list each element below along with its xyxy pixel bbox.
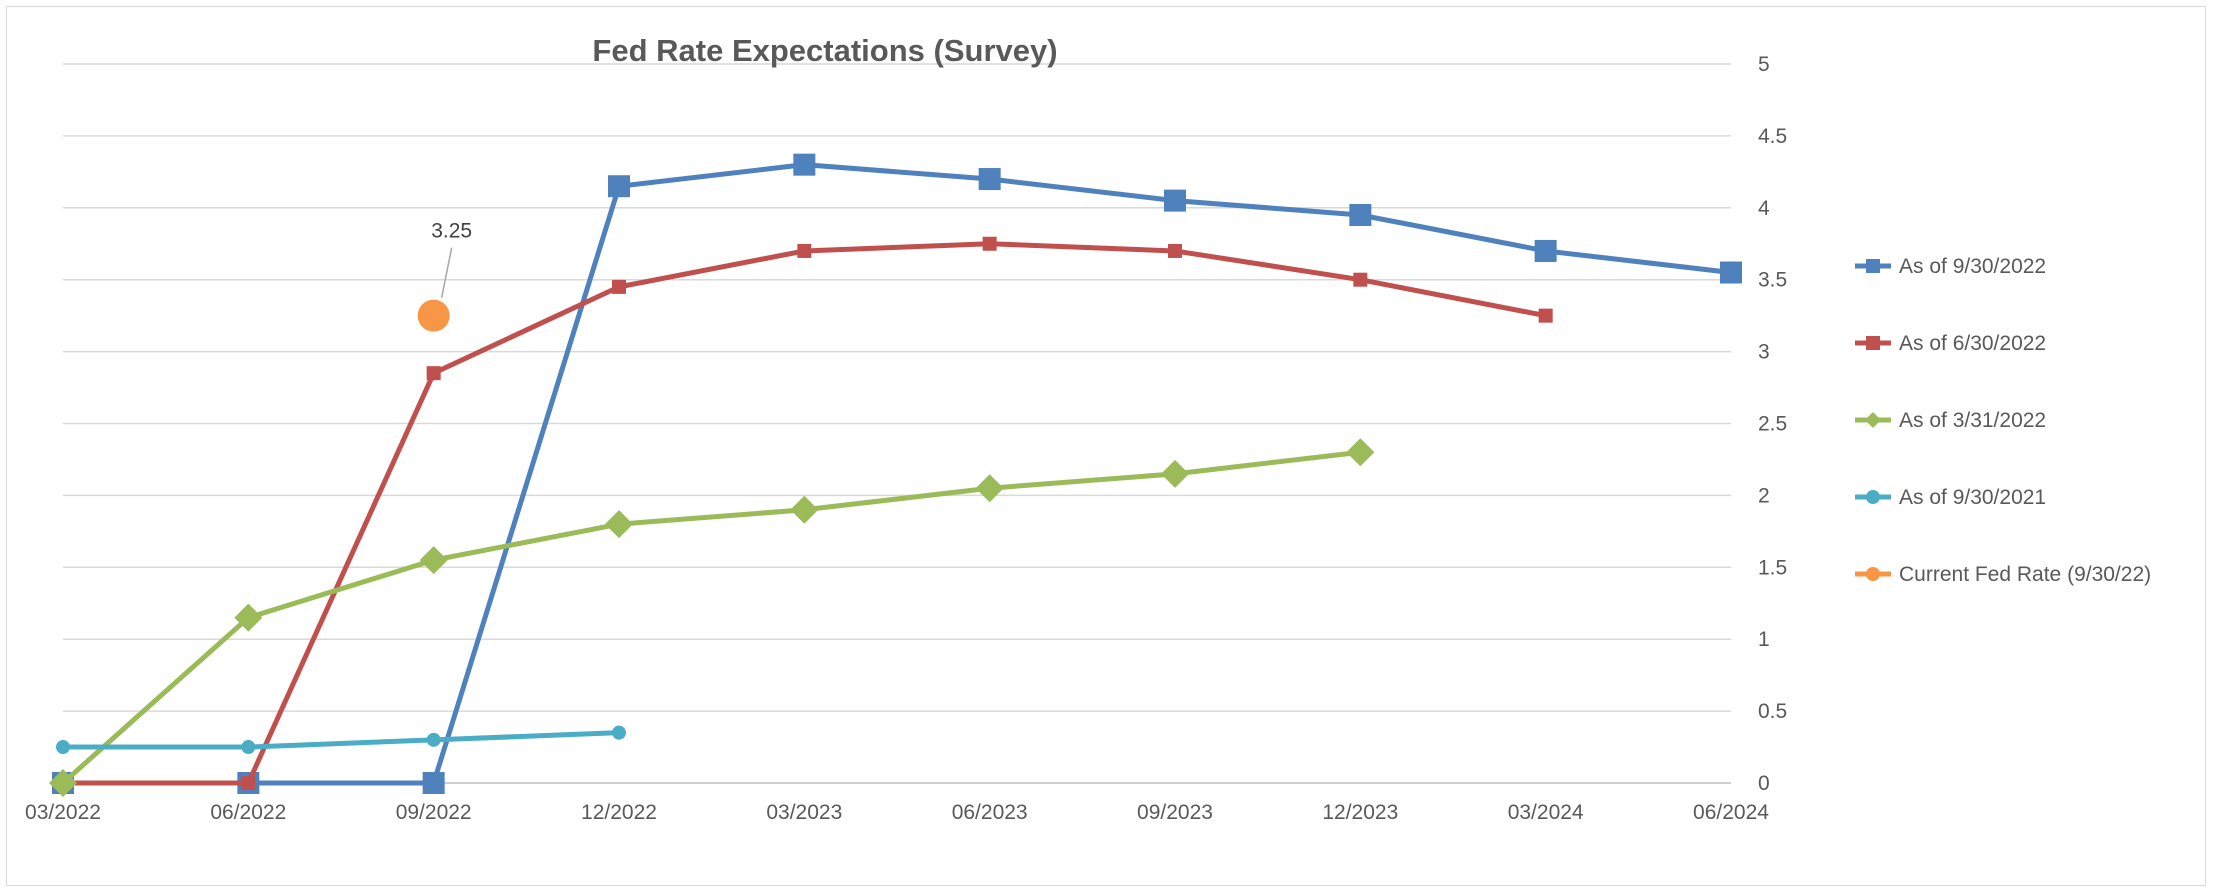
x-tick-label: 09/2022 — [396, 801, 472, 824]
series — [49, 153, 1742, 797]
x-tick-label: 09/2023 — [1137, 801, 1213, 824]
annotations: 3.25 — [431, 220, 472, 298]
y-tick-label: 2.5 — [1758, 413, 1787, 436]
leader-line — [440, 247, 453, 298]
data-point — [1168, 243, 1182, 258]
y-tick-label: 5 — [1758, 53, 1770, 76]
legend-swatch-marker — [1866, 490, 1880, 504]
data-point — [241, 776, 256, 790]
data-point — [978, 168, 1001, 191]
axes: 0 0.5 1 1.5 2 2.5 3 3.5 4 4.5 5 03/2022 06/2022 09/20… — [25, 53, 1787, 824]
series-4 — [417, 299, 450, 332]
data-point — [56, 740, 70, 755]
chart-title: Fed Rate Expectations (Survey) — [592, 33, 1057, 68]
data-point — [241, 740, 256, 755]
legend: As of 9/30/2022 As of 6/30/2022 As of 3/31… — [1855, 255, 2151, 586]
x-tick-label: 06/2022 — [210, 801, 286, 824]
y-tick-label: 4.5 — [1758, 125, 1787, 148]
legend-item: Current Fed Rate (9/30/22) — [1855, 563, 2151, 586]
legend-label: As of 3/31/2022 — [1899, 409, 2046, 432]
x-tick-label: 06/2024 — [1693, 801, 1769, 824]
data-point — [790, 495, 819, 524]
x-tick-label: 06/2023 — [952, 801, 1028, 824]
y-tick-label: 0 — [1758, 772, 1770, 795]
data-point — [419, 546, 448, 575]
legend-item: As of 6/30/2022 — [1855, 332, 2046, 355]
series-line — [60, 730, 622, 750]
data-point — [1538, 308, 1553, 323]
data-point — [605, 510, 633, 539]
data-point — [797, 243, 812, 258]
data-point — [1534, 239, 1557, 262]
legend-label: As of 9/30/2022 — [1899, 255, 2046, 278]
data-label: 3.25 — [431, 220, 472, 243]
data-point — [417, 299, 450, 332]
y-tick-label: 2 — [1758, 484, 1770, 507]
data-point — [234, 603, 263, 632]
legend-swatch-marker — [1865, 412, 1881, 428]
data-point — [1349, 203, 1372, 226]
data-point — [422, 772, 445, 794]
y-tick-label: 1.5 — [1758, 556, 1787, 579]
legend-swatch-marker — [1866, 336, 1880, 350]
legend-label: As of 6/30/2022 — [1899, 332, 2046, 355]
legend-label: Current Fed Rate (9/30/22) — [1899, 563, 2151, 586]
data-point — [612, 279, 626, 294]
chart-frame: 0 0.5 1 1.5 2 2.5 3 3.5 4 4.5 5 03/2022 06/2022 09/20… — [6, 6, 2206, 886]
legend-label: As of 9/30/2021 — [1899, 486, 2046, 509]
y-tick-label: 3.5 — [1758, 269, 1787, 292]
data-point — [426, 732, 441, 747]
x-tick-label: 12/2022 — [581, 801, 657, 824]
x-tick-label: 03/2023 — [766, 801, 842, 824]
legend-item: As of 9/30/2022 — [1855, 255, 2046, 278]
data-point — [1164, 189, 1186, 212]
data-point — [612, 725, 626, 740]
y-tick-label: 3 — [1758, 341, 1770, 364]
legend-swatch-marker — [1866, 567, 1880, 581]
data-point — [1161, 459, 1189, 488]
series-2 — [49, 438, 1375, 797]
y-tick-label: 4 — [1758, 197, 1770, 220]
data-point — [1353, 272, 1368, 287]
data-point — [793, 153, 816, 176]
data-point — [975, 474, 1004, 503]
data-point — [426, 366, 441, 381]
y-tick-label: 1 — [1758, 628, 1770, 651]
data-point — [1720, 261, 1742, 284]
data-point — [49, 769, 77, 797]
x-tick-label: 03/2024 — [1508, 801, 1584, 824]
x-tick-label: 03/2022 — [25, 801, 101, 824]
series-line — [60, 162, 1734, 786]
line-chart: 0 0.5 1 1.5 2 2.5 3 3.5 4 4.5 5 03/2022 06/2022 09/20… — [25, 33, 2151, 824]
y-tick-label: 0.5 — [1758, 700, 1787, 723]
data-point — [1346, 438, 1375, 467]
legend-item: As of 3/31/2022 — [1855, 409, 2046, 432]
series-line — [60, 449, 1363, 786]
series-3 — [56, 725, 626, 755]
gridlines — [63, 63, 1731, 784]
legend-swatch-marker — [1866, 259, 1880, 273]
x-tick-label: 12/2023 — [1322, 801, 1398, 824]
legend-item: As of 9/30/2021 — [1855, 486, 2046, 509]
data-point — [982, 236, 997, 251]
data-point — [608, 175, 630, 198]
